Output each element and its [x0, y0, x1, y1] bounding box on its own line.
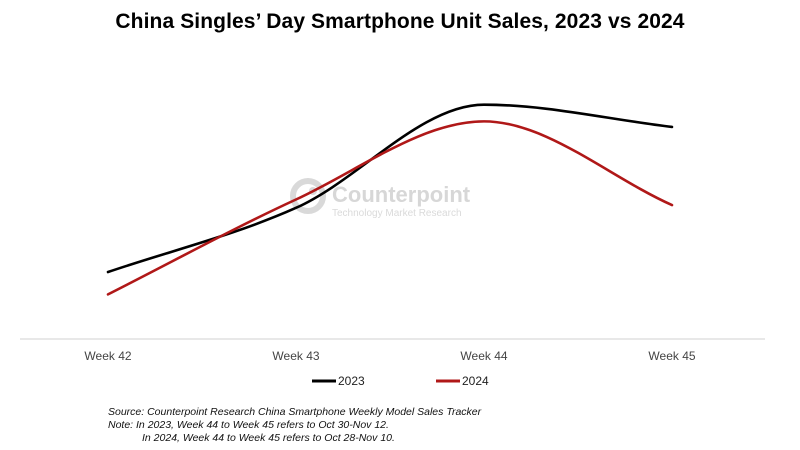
x-tick-label: Week 45: [648, 349, 695, 363]
x-tick-label: Week 42: [84, 349, 131, 363]
watermark: Counterpoint Technology Market Research: [290, 178, 471, 219]
x-axis-ticks: Week 42 Week 43 Week 44 Week 45: [84, 349, 695, 363]
legend-label-2023: 2023: [338, 374, 365, 388]
series-line-2024: [106, 120, 674, 296]
source-note: Source: Counterpoint Research China Smar…: [108, 406, 482, 418]
series-line-2023: [106, 103, 674, 274]
chart-title: China Singles’ Day Smartphone Unit Sales…: [115, 10, 685, 33]
x-tick-label: Week 44: [460, 349, 507, 363]
legend: 2023 2024: [312, 374, 489, 388]
chart-notes: Source: Counterpoint Research China Smar…: [108, 406, 481, 445]
watermark-brand: Counterpoint: [332, 182, 471, 207]
x-tick-label: Week 43: [272, 349, 319, 363]
legend-label-2024: 2024: [462, 374, 489, 388]
date-note-2023: Note: In 2023, Week 44 to Week 45 refers…: [108, 419, 389, 431]
date-note-2024: In 2024, Week 44 to Week 45 refers to Oc…: [142, 432, 395, 444]
series-layer: [106, 103, 674, 296]
watermark-tagline: Technology Market Research: [332, 208, 462, 219]
